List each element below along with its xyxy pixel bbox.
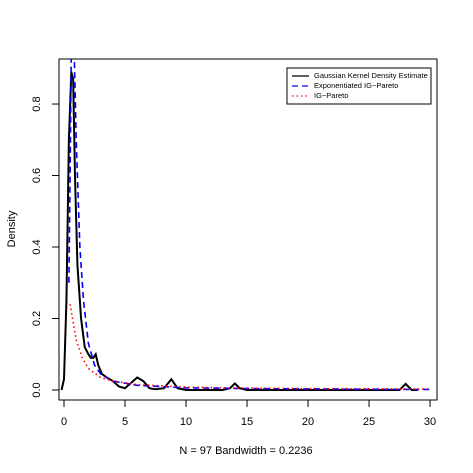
x-tick-label: 0 <box>61 416 67 428</box>
x-tick-label: 10 <box>180 416 192 428</box>
plot-box <box>58 58 438 401</box>
series-line <box>60 71 418 391</box>
x-tick-label: 25 <box>363 416 375 428</box>
legend-box <box>286 67 432 105</box>
y-tick-label: 0.6 <box>31 168 43 183</box>
y-tick-label: 0.8 <box>31 96 43 111</box>
plot-lines <box>60 59 431 391</box>
y-tick-label: 0.2 <box>31 311 43 326</box>
legend-label: Gaussian Kernel Density Estimate <box>314 71 428 80</box>
legend-label: IG−Pareto <box>314 91 348 100</box>
x-tick-label: 20 <box>302 416 314 428</box>
y-axis-label: Density <box>6 210 18 247</box>
y-tick-label: 0.4 <box>31 239 43 254</box>
series-line <box>69 304 431 390</box>
x-tick-label: 30 <box>424 416 436 428</box>
series-line <box>68 59 431 391</box>
x-tick-label: 15 <box>241 416 253 428</box>
x-tick-label: 5 <box>122 416 128 428</box>
x-axis-label: N = 97 Bandwidth = 0.2236 <box>179 445 312 457</box>
legend-label: Exponentiated IG−Pareto <box>314 81 398 90</box>
y-tick-label: 0.0 <box>31 382 43 397</box>
